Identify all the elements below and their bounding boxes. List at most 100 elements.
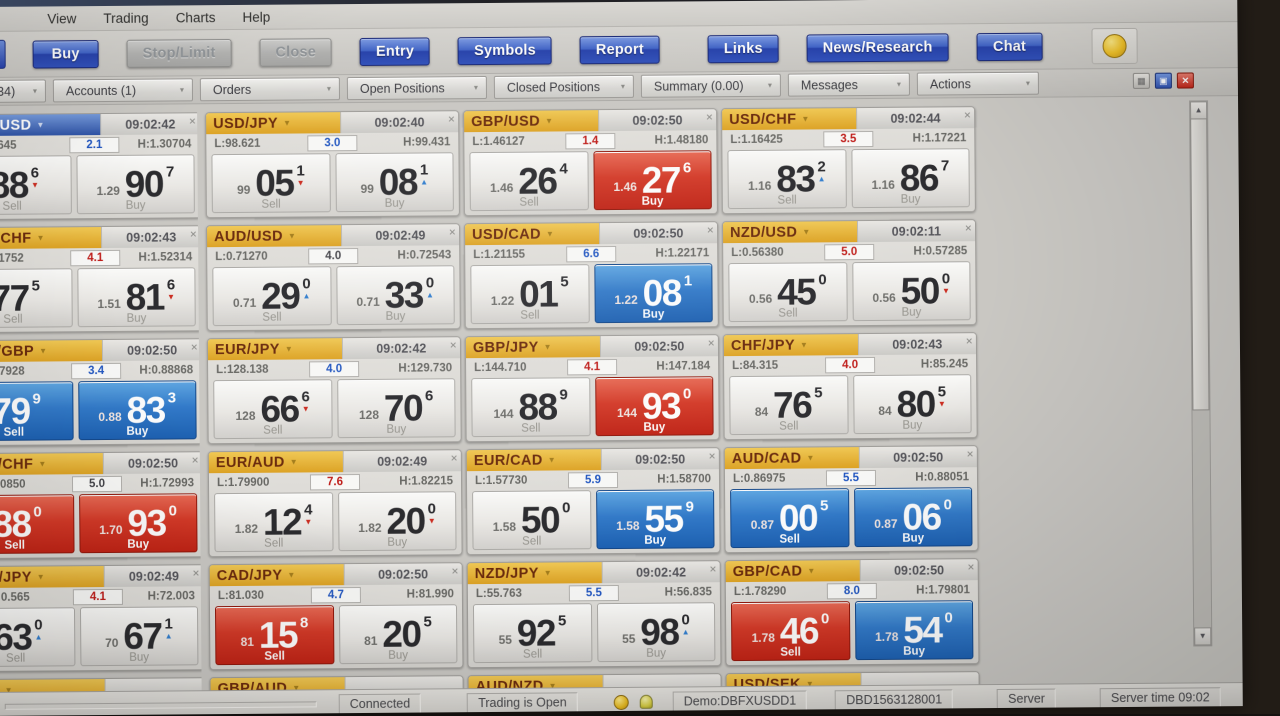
sell-panel[interactable]: 1.58 50 0 Sell bbox=[472, 490, 591, 550]
toolbar-button-stop-limit[interactable]: Stop/Limit bbox=[127, 39, 232, 68]
sell-panel[interactable]: 84 76 5 Sell bbox=[729, 375, 848, 435]
buy-panel[interactable]: 144 93 0 Buy bbox=[595, 376, 714, 436]
buy-panel[interactable]: 1.22 08 1 Buy bbox=[594, 263, 713, 323]
sell-panel[interactable]: 1.78 46 0 Sell bbox=[731, 601, 850, 661]
sell-panel[interactable]: 0.56 45 0 Sell bbox=[728, 262, 847, 322]
pair-dropdown[interactable]: USD/CHF ▼ bbox=[722, 108, 856, 130]
panel-tab-accounts-1-[interactable]: Accounts (1)▾ bbox=[53, 78, 193, 102]
window-icon[interactable]: ▣ bbox=[1155, 73, 1172, 89]
buy-panel[interactable]: 0.56 50 0 ▼ Buy bbox=[852, 261, 971, 321]
menu-item-view[interactable]: View bbox=[47, 11, 76, 26]
buy-panel[interactable]: 1.82 20 0 ▼ Buy bbox=[338, 491, 457, 551]
scroll-down-icon[interactable]: ▼ bbox=[1194, 627, 1211, 645]
pair-dropdown[interactable]: AUD/USD ▼ bbox=[207, 225, 341, 247]
smiley-icon[interactable] bbox=[1103, 34, 1127, 58]
tile-close-icon[interactable]: ✕ bbox=[448, 115, 456, 124]
pair-dropdown[interactable]: /JPY ▼ bbox=[0, 566, 104, 588]
toolbar-button-links[interactable]: Links bbox=[708, 34, 779, 63]
buy-panel[interactable]: 99 08 1 ▲ Buy bbox=[335, 152, 454, 212]
tile-close-icon[interactable]: ✕ bbox=[708, 452, 716, 461]
sell-panel[interactable]: 0.71 29 0 ▲ Sell bbox=[212, 266, 331, 326]
pair-dropdown[interactable]: AUD/CAD ▼ bbox=[725, 447, 859, 469]
sell-panel[interactable]: 99 05 1 ▼ Sell bbox=[211, 153, 330, 213]
pair-dropdown[interactable]: /CHF ▼ bbox=[0, 453, 103, 475]
scroll-up-icon[interactable]: ▲ bbox=[1190, 101, 1207, 119]
pair-dropdown[interactable]: GBP/USD ▼ bbox=[464, 110, 598, 132]
pair-dropdown[interactable]: USD/JPY ▼ bbox=[206, 112, 340, 134]
toolbar-button-chat[interactable]: Chat bbox=[976, 32, 1042, 61]
toolbar-button-close[interactable]: Close bbox=[259, 38, 332, 67]
buy-panel[interactable]: 1.78 54 0 Buy bbox=[854, 600, 973, 660]
sell-panel[interactable]: 79 9 Sell bbox=[0, 381, 73, 441]
buy-panel[interactable]: 0.71 33 0 ▲ Buy bbox=[336, 265, 455, 325]
buy-panel[interactable]: 55 98 0 ▲ Buy bbox=[596, 602, 715, 662]
buy-panel[interactable]: 128 70 6 Buy bbox=[337, 378, 456, 438]
panel-tab--34-[interactable]: (34)▾ bbox=[0, 79, 46, 103]
sell-panel[interactable]: 0.87 00 5 Sell bbox=[730, 488, 849, 548]
sell-panel[interactable]: 128 66 6 ▼ Sell bbox=[213, 379, 332, 439]
sell-panel[interactable]: 63 0 ▲ Sell bbox=[0, 607, 75, 667]
sell-panel[interactable]: 1.82 12 4 ▼ Sell bbox=[214, 492, 333, 552]
pair-dropdown[interactable]: USD/CAD ▼ bbox=[465, 223, 599, 245]
tile-close-icon[interactable]: ✕ bbox=[706, 226, 714, 235]
pair-dropdown[interactable]: /GBP ▼ bbox=[0, 340, 102, 362]
pair-dropdown[interactable]: EUR/JPY ▼ bbox=[208, 338, 342, 360]
tile-close-icon[interactable]: ✕ bbox=[964, 224, 972, 233]
tile-close-icon[interactable]: ✕ bbox=[707, 339, 715, 348]
tile-close-icon[interactable]: ✕ bbox=[191, 456, 199, 465]
tile-close-icon[interactable]: ✕ bbox=[450, 454, 458, 463]
tile-close-icon[interactable]: ✕ bbox=[451, 567, 459, 576]
pair-dropdown[interactable]: EUR/CAD ▼ bbox=[467, 449, 601, 471]
pair-dropdown[interactable]: GBP/CAD ▼ bbox=[726, 560, 860, 582]
pair-dropdown[interactable]: /USD ▼ bbox=[0, 114, 101, 136]
tile-close-icon[interactable]: ✕ bbox=[190, 343, 198, 352]
menu-item-trading[interactable]: Trading bbox=[103, 10, 148, 25]
panel-tab-orders[interactable]: Orders▾ bbox=[200, 77, 340, 101]
tile-close-icon[interactable]: ✕ bbox=[189, 230, 197, 239]
buy-panel[interactable]: 0.88 83 3 Buy bbox=[78, 380, 197, 440]
tile-close-icon[interactable]: ✕ bbox=[449, 341, 457, 350]
tile-close-icon[interactable]: ✕ bbox=[964, 111, 972, 120]
buy-panel[interactable]: 0.87 06 0 Buy bbox=[854, 487, 973, 547]
pair-dropdown[interactable]: NZD/USD ▼ bbox=[723, 221, 857, 243]
buy-panel[interactable]: 1.16 86 7 Buy bbox=[851, 148, 970, 208]
toolbar-button-symbols[interactable]: Symbols bbox=[458, 36, 552, 65]
sell-panel[interactable]: 88 6 ▼ Sell bbox=[0, 155, 71, 215]
sell-panel[interactable]: 1.16 83 2 ▲ Sell bbox=[727, 149, 846, 209]
toolbar-partial-button[interactable] bbox=[0, 40, 6, 69]
pair-dropdown[interactable]: ▼ bbox=[0, 679, 105, 692]
buy-panel[interactable]: 1.58 55 9 Buy bbox=[596, 489, 715, 549]
tile-close-icon[interactable]: ✕ bbox=[966, 450, 974, 459]
buy-panel[interactable]: 1.29 90 7 Buy bbox=[76, 154, 195, 214]
tile-close-icon[interactable]: ✕ bbox=[967, 563, 975, 572]
tile-close-icon[interactable]: ✕ bbox=[189, 117, 197, 126]
pair-dropdown[interactable]: NZD/JPY ▼ bbox=[468, 562, 602, 584]
buy-panel[interactable]: 1.46 27 6 Buy bbox=[593, 150, 712, 210]
buy-panel[interactable]: 1.70 93 0 Buy bbox=[79, 493, 198, 553]
sell-panel[interactable]: 81 15 8 Sell bbox=[215, 605, 334, 665]
panel-tab-closed-positions[interactable]: Closed Positions▾ bbox=[494, 75, 634, 99]
pair-dropdown[interactable]: EUR/AUD ▼ bbox=[209, 451, 343, 473]
pair-dropdown[interactable]: GBP/JPY ▼ bbox=[466, 336, 600, 358]
sell-panel[interactable]: 1.22 01 5 Sell bbox=[470, 264, 589, 324]
pair-dropdown[interactable]: /CHF ▼ bbox=[0, 227, 102, 249]
tile-close-icon[interactable]: ✕ bbox=[706, 113, 714, 122]
sell-panel[interactable]: 88 0 Sell bbox=[0, 494, 74, 554]
vertical-scrollbar[interactable]: ▲ ▼ bbox=[1189, 100, 1212, 646]
toolbar-button-news-research[interactable]: News/Research bbox=[807, 33, 949, 62]
menu-item-charts[interactable]: Charts bbox=[176, 10, 216, 25]
close-icon[interactable]: ✕ bbox=[1177, 72, 1194, 88]
tile-close-icon[interactable]: ✕ bbox=[192, 569, 200, 578]
buy-panel[interactable]: 84 80 5 ▼ Buy bbox=[853, 374, 972, 434]
tile-close-icon[interactable]: ✕ bbox=[965, 337, 973, 346]
panel-tab-summary-0-00-[interactable]: Summary (0.00)▾ bbox=[641, 74, 781, 98]
toolbar-button-buy[interactable]: Buy bbox=[33, 40, 99, 69]
panel-tab-actions[interactable]: Actions▾ bbox=[917, 72, 1039, 96]
cascade-icon[interactable]: ▦ bbox=[1133, 73, 1150, 89]
scrollbar-thumb[interactable] bbox=[1190, 118, 1209, 410]
tile-close-icon[interactable]: ✕ bbox=[709, 565, 717, 574]
toolbar-button-entry[interactable]: Entry bbox=[360, 37, 430, 66]
tile-close-icon[interactable]: ✕ bbox=[448, 228, 456, 237]
buy-panel[interactable]: 81 20 5 Buy bbox=[338, 604, 457, 664]
sell-panel[interactable]: 144 88 9 Sell bbox=[471, 377, 590, 437]
